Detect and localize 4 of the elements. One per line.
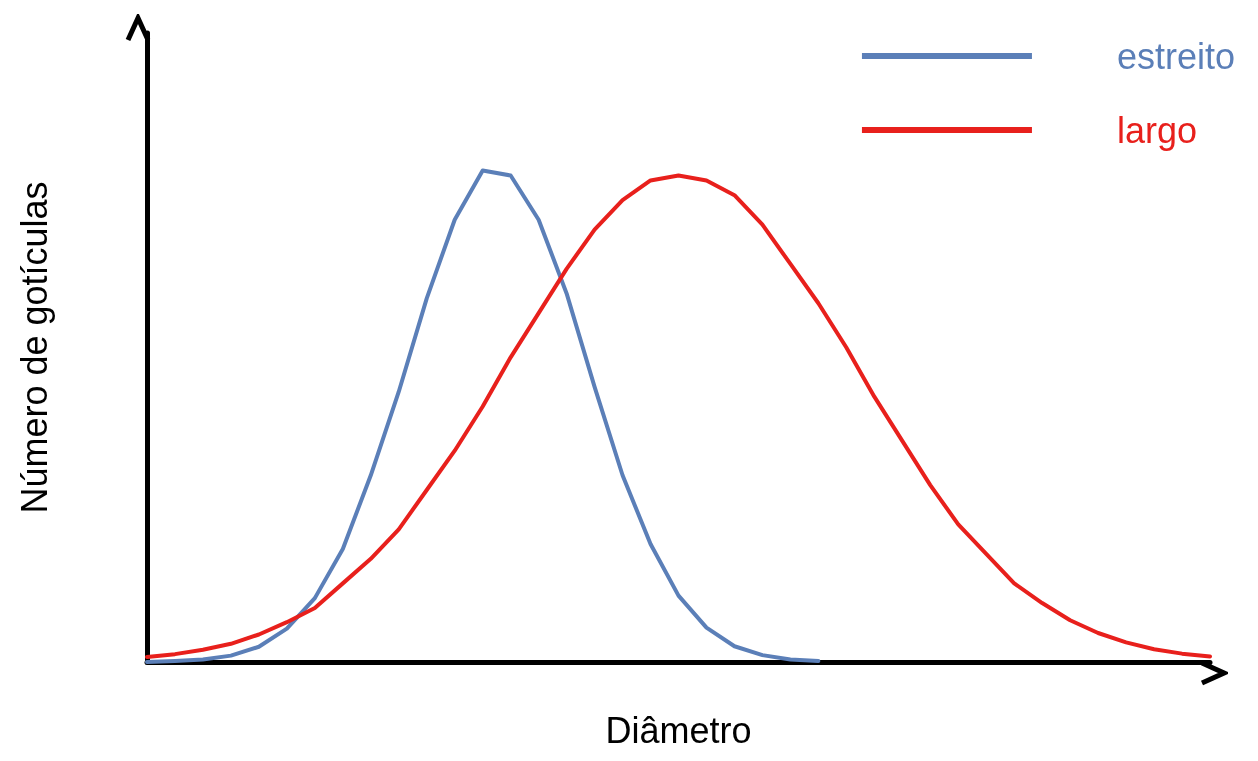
legend-label: largo xyxy=(1116,109,1198,151)
x-axis-title: Diâmetro xyxy=(605,709,752,751)
y-axis-title: Número de gotículas xyxy=(13,181,55,514)
legend-label: estreito xyxy=(1116,35,1236,77)
